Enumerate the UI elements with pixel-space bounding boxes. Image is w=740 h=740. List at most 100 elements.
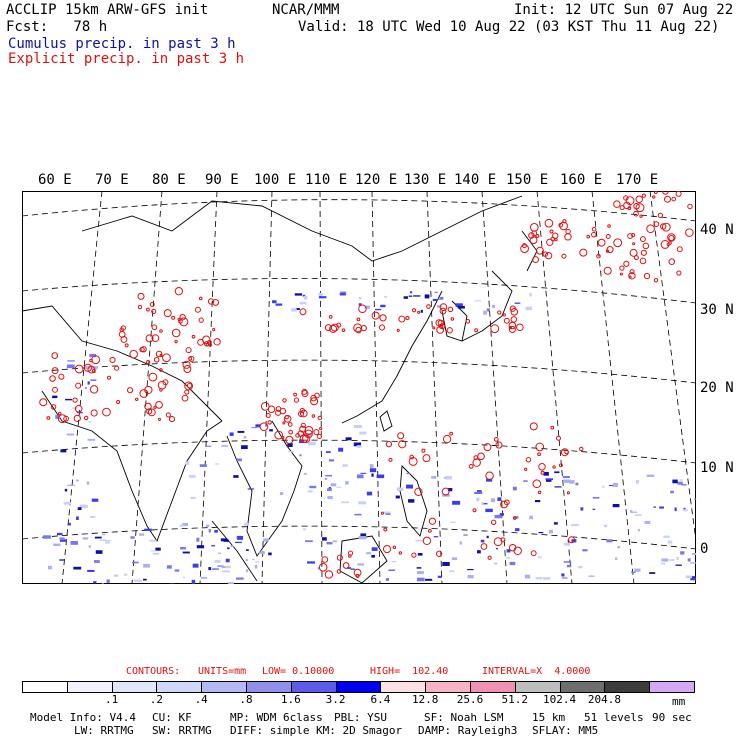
explicit-precip-contour (157, 380, 167, 390)
philippines (399, 464, 428, 537)
explicit-precip-contour (149, 302, 155, 307)
cumulus-precip-cell (674, 507, 677, 512)
cumulus-precip-cell (617, 545, 620, 549)
meridian-100e (261, 191, 273, 584)
cumulus-precip-cell (227, 547, 230, 550)
explicit-precip-contour (490, 324, 500, 334)
cumulus-precip-cell (327, 488, 332, 491)
colorbar-swatch (380, 681, 427, 693)
explicit-precip-contour (318, 563, 328, 572)
cumulus-precip-cell (538, 556, 542, 559)
cumulus-precip-cell (200, 576, 208, 579)
cumulus-precip-cell (359, 431, 367, 435)
cumulus-precip-cell (676, 556, 679, 560)
cumulus-precip-cell (529, 292, 532, 297)
cumulus-precip-cell (237, 430, 245, 433)
cumulus-precip-cell (481, 501, 484, 506)
meridian-150e (536, 191, 573, 584)
explicit-precip-contour (525, 457, 532, 463)
cumulus-precip-cell (424, 294, 430, 299)
colorbar-tick-label: 25.6 (456, 693, 484, 706)
cumulus-precip-cell (143, 563, 150, 568)
explicit-precip-contour (439, 307, 447, 315)
cumulus-precip-cell (592, 508, 596, 510)
explicit-precip-contour (89, 385, 99, 394)
cumulus-precip-cell (588, 575, 595, 577)
explicit-precip-contour (46, 416, 51, 420)
explicit-precip-contour (356, 317, 361, 322)
explicit-precip-contour (398, 440, 407, 449)
cumulus-precip-cell (324, 478, 328, 480)
cumulus-precip-cell (254, 564, 258, 569)
cumulus-precip-cell (615, 557, 618, 561)
cumulus-precip-cell (76, 516, 79, 521)
explicit-precip-contour (652, 195, 656, 199)
cumulus-precip-cell (191, 579, 196, 584)
cumulus-precip-cell (59, 537, 65, 540)
explicit-precip-contour (116, 400, 121, 405)
cumulus-precip-cell (215, 463, 220, 465)
cumulus-precip-cell (358, 303, 362, 306)
cumulus-precip-cell (538, 531, 544, 534)
explicit-precip-contour (151, 308, 157, 314)
cumulus-precip-cell (681, 484, 687, 486)
cumulus-precip-cell (42, 535, 51, 539)
cumulus-precip-cell (457, 305, 465, 309)
explicit-precip-contour (668, 258, 676, 265)
cumulus-precip-cell (549, 529, 553, 534)
explicit-precip-contour (280, 435, 285, 440)
explicit-precip-contour (145, 359, 151, 365)
explicit-precip-contour (550, 236, 555, 242)
explicit-precip-contour (321, 556, 329, 563)
explicit-precip-contour (383, 527, 388, 532)
explicit-precip-contour (561, 253, 567, 259)
cumulus-precip-cell (60, 449, 67, 453)
model-info-damp: DAMP: Rayleigh3 (418, 724, 518, 737)
cumulus-precip-cell (451, 557, 458, 561)
explicit-precip-contour (426, 304, 431, 309)
cumulus-precip-cell (408, 295, 413, 297)
explicit-precip-contour (442, 434, 452, 444)
explicit-precip-contour (490, 519, 497, 525)
explicit-precip-contour (627, 206, 632, 211)
explicit-precip-contour (472, 508, 477, 513)
cumulus-precip-cell (689, 576, 696, 578)
model-info-km: KM: 2D Smagor (316, 724, 403, 737)
explicit-precip-contour (378, 324, 386, 331)
cumulus-precip-cell (646, 474, 655, 477)
explicit-precip-contour (642, 242, 650, 250)
cumulus-precip-cell (217, 565, 224, 567)
explicit-precip-contour (485, 471, 494, 480)
cumulus-precip-cell (185, 461, 190, 465)
precipitation-map[interactable] (22, 191, 696, 584)
cumulus-precip-cell (182, 576, 185, 579)
explicit-precip-contour (267, 405, 276, 413)
cumulus-precip-cell (94, 560, 100, 563)
explicit-precip-contour (120, 336, 128, 343)
cumulus-precip-cell (59, 559, 65, 561)
explicit-precip-contour (102, 407, 111, 417)
cumulus-precip-cell (340, 291, 347, 295)
cumulus-precip-cell (237, 536, 243, 540)
cumulus-precip-cell (152, 553, 160, 555)
explicit-precip-contour (535, 442, 545, 452)
cumulus-precip-cell (374, 308, 382, 311)
cumulus-precip-cell (672, 479, 678, 484)
explicit-precip-contour (52, 386, 59, 393)
cumulus-precip-cell (95, 550, 103, 554)
explicit-precip-contour (662, 191, 669, 195)
explicit-precip-contour (474, 328, 479, 333)
cumulus-precip-cell (90, 379, 97, 382)
cumulus-precip-cell (561, 573, 565, 577)
cumulus-precip-cell (661, 558, 669, 562)
explicit-precip-contour (282, 421, 286, 425)
explicit-precip-contour (668, 234, 675, 242)
cumulus-precip-cell (563, 561, 572, 563)
cumulus-precip-cell (535, 577, 543, 580)
legend-explicit: Explicit precip. in past 3 h (8, 51, 245, 67)
explicit-precip-contour (328, 315, 333, 319)
cumulus-precip-cell (350, 568, 355, 570)
explicit-precip-contour (329, 324, 338, 333)
explicit-precip-contour (146, 408, 153, 415)
explicit-precip-contour (179, 313, 186, 321)
